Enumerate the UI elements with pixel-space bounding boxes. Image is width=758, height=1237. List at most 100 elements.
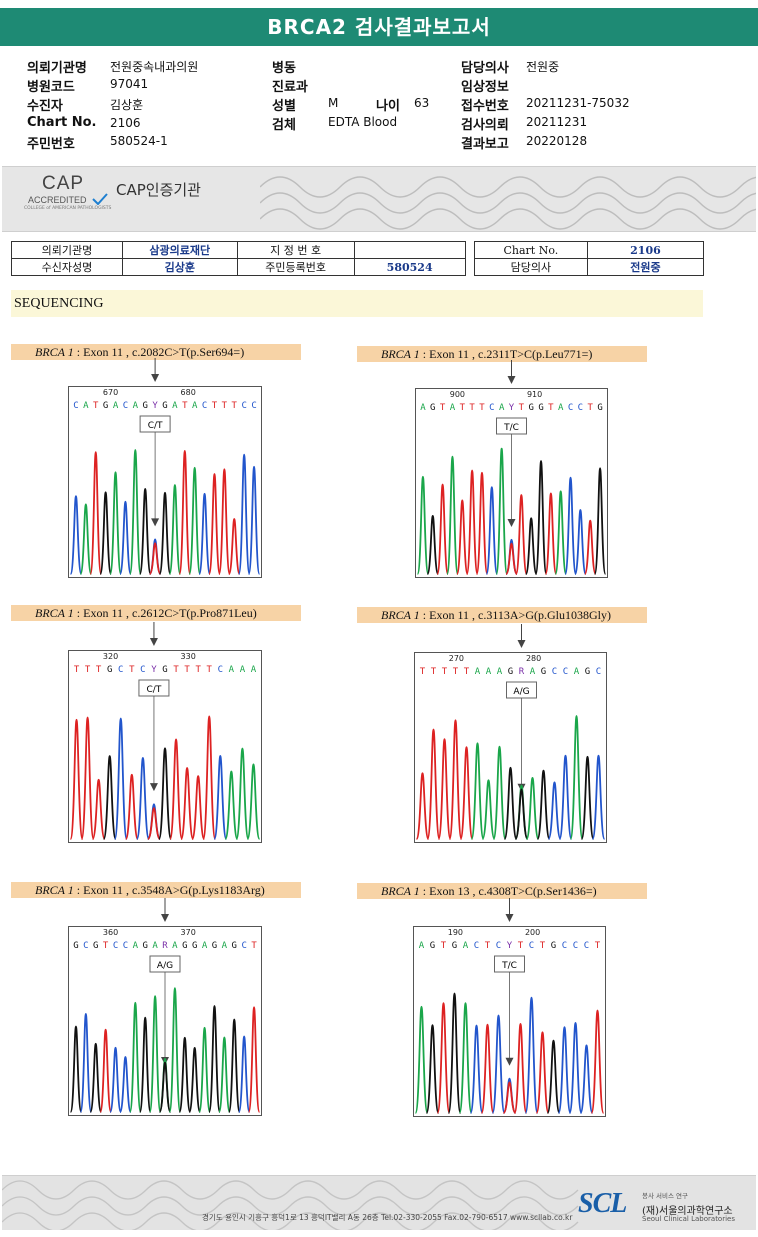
arrow-head-icon xyxy=(151,374,160,382)
chart-no-value: 2106 xyxy=(586,241,705,259)
base-call: G xyxy=(430,403,435,413)
trace-peak xyxy=(481,779,496,840)
trace-peak xyxy=(558,754,573,840)
department-label: 진료과 xyxy=(272,80,308,95)
base-call: A xyxy=(172,401,178,411)
genotype-call: A/G xyxy=(157,961,173,971)
base-call: G xyxy=(182,941,187,951)
hospital-value: 전원중속내과의원 xyxy=(110,60,199,74)
scl-name-en: Seoul Clinical Laboratories xyxy=(642,1215,735,1223)
rrn-value-table: 580524 xyxy=(353,258,466,276)
swirl-pattern xyxy=(2,1180,579,1230)
trace-peak xyxy=(79,503,93,575)
base-call: A xyxy=(202,941,208,951)
trace-peak xyxy=(89,1042,103,1113)
gene-name: BRCA 1 xyxy=(35,345,74,359)
base-call: C xyxy=(563,667,568,677)
trace-peak xyxy=(415,772,430,840)
doctor-value: 전원중 xyxy=(526,60,560,74)
trace-peak xyxy=(458,1002,473,1114)
trace-peak xyxy=(224,770,239,840)
trace-peak xyxy=(158,747,172,840)
receipt-no-label: 접수번호 xyxy=(461,99,509,114)
genotype-call: A/G xyxy=(513,687,529,697)
base-call: A xyxy=(251,665,257,675)
base-call: C xyxy=(584,941,589,951)
trace-peak xyxy=(119,1056,132,1113)
footer: 경기도 용인시 기흥구 흥덕1로 13 흥덕IT밸리 A동 26층 Tel.02… xyxy=(2,1175,756,1230)
base-call: C xyxy=(241,401,246,411)
arrow-head-icon xyxy=(507,519,516,527)
ward-label: 병동 xyxy=(272,61,296,76)
base-call: A xyxy=(240,665,246,675)
trace-peak xyxy=(91,778,106,840)
report-date-value: 20220128 xyxy=(526,134,588,148)
base-call: G xyxy=(212,941,217,951)
trace-peak xyxy=(113,717,128,840)
trace-peak xyxy=(128,449,142,575)
base-call: T xyxy=(222,401,228,411)
trace-peak xyxy=(448,719,463,840)
doctor-value-table: 전원중 xyxy=(586,258,705,276)
trace-peak xyxy=(425,1024,440,1114)
base-call: C xyxy=(140,665,145,675)
trace-peak xyxy=(475,471,489,575)
base-call: T xyxy=(96,665,102,675)
trace-peak xyxy=(495,447,508,575)
chart-label: Chart No. xyxy=(27,115,97,130)
trace-peak xyxy=(208,1005,221,1113)
trace-peak xyxy=(235,747,250,840)
base-call: Y xyxy=(509,403,515,413)
trace-peak xyxy=(583,519,597,575)
base-call: A xyxy=(172,941,178,951)
doctor-label: 담당의사 xyxy=(461,61,509,76)
spacer-cell xyxy=(464,258,475,276)
base-call: A xyxy=(152,941,158,951)
genotype-call: T/C xyxy=(501,961,517,971)
trace-peak xyxy=(188,1046,202,1113)
base-call: C xyxy=(573,941,578,951)
base-call: G xyxy=(107,665,112,675)
arrow-head-icon xyxy=(505,914,514,922)
trace-peak xyxy=(138,1016,152,1113)
trace-peak xyxy=(109,471,122,575)
base-call: T xyxy=(173,665,179,675)
gene-name: BRCA 1 xyxy=(381,608,420,622)
trace-peak xyxy=(124,773,139,840)
variant-label: BRCA 1 : Exon 11 , c.2612C>T(p.Pro871Leu… xyxy=(11,605,301,621)
arrow-head-icon xyxy=(505,1057,514,1066)
base-call: T xyxy=(442,667,448,677)
gene-name: BRCA 1 xyxy=(381,347,420,361)
trace-peak xyxy=(246,763,261,840)
base-call: C xyxy=(251,401,256,411)
base-call: G xyxy=(508,667,513,677)
scl-logo: SCL xyxy=(578,1188,627,1219)
variant-description: : Exon 11 , c.2612C>T(p.Pro871Leu) xyxy=(73,606,257,620)
variant-label: BRCA 1 : Exon 11 , c.3113A>G(p.Glu1038Gl… xyxy=(357,607,647,623)
base-call: C xyxy=(568,403,573,413)
trace-peak xyxy=(247,1006,261,1113)
base-call: T xyxy=(182,401,188,411)
variant-description: : Exon 11 , c.2082C>T(p.Ser694=) xyxy=(73,345,245,359)
cap-logo-big: CAP xyxy=(42,173,85,194)
base-call: T xyxy=(85,665,91,675)
base-call: C xyxy=(241,941,246,951)
trace-peak xyxy=(237,453,251,575)
base-call: T xyxy=(479,403,485,413)
trace-peak xyxy=(446,455,459,575)
trace-peak xyxy=(568,1021,583,1114)
trace-peak xyxy=(138,487,152,575)
trace-peak xyxy=(447,992,462,1114)
base-call: C xyxy=(202,401,207,411)
trace-peak xyxy=(544,492,558,575)
trace-peak xyxy=(213,755,228,840)
trace-peak xyxy=(534,460,548,575)
specimen-value: EDTA Blood xyxy=(328,115,398,129)
base-call: C xyxy=(83,941,88,951)
trace-peak xyxy=(198,1026,211,1113)
trace-peak xyxy=(591,754,606,840)
position-label: 200 xyxy=(525,928,540,937)
variant-description: : Exon 11 , c.2311T>C(p.Leu771=) xyxy=(419,347,593,361)
